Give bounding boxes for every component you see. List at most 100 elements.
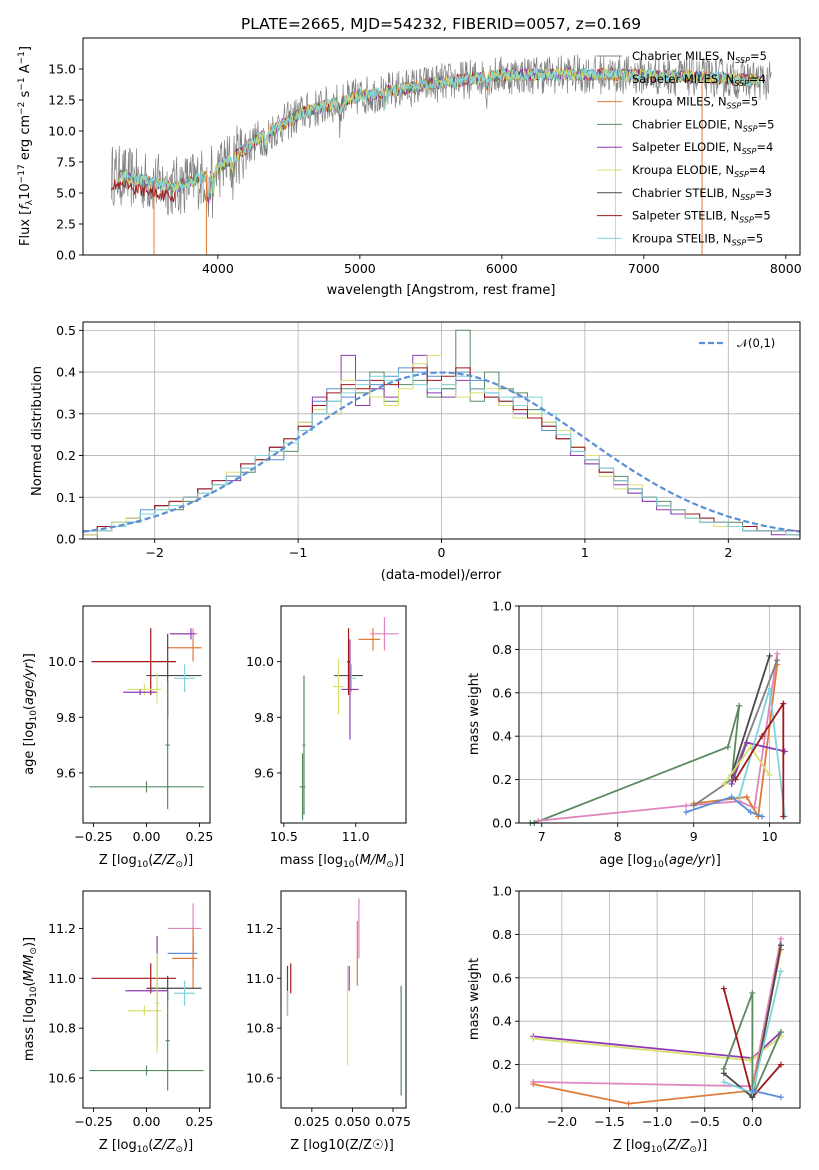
residual-legend: 𝒩(0,1) <box>699 336 775 350</box>
mass-vs-metallicity-ticks: −0.25 0.00 0.25 10.6 10.8 11.0 11.2 <box>48 921 213 1129</box>
weight-line <box>734 700 785 817</box>
x-tick-label: 8 <box>614 829 622 844</box>
mass-vs-extinction-xlabel: Z [log10(Z/Z☉)] <box>290 1138 394 1153</box>
y-tick-label: 0.8 <box>492 642 512 657</box>
x-tick-label: −1.0 <box>642 1114 672 1129</box>
y-tick-label: 7.5 <box>56 155 76 170</box>
spectrum-legend: Chabrier MILES, NSSP=5 Salpeter MILES, NS… <box>597 49 774 247</box>
spectrum-series <box>110 54 772 255</box>
age-vs-metallicity-ticks: −0.25 0.00 0.25 9.6 9.8 10.0 <box>48 654 213 844</box>
y-tick-label: 11.2 <box>246 921 274 936</box>
x-tick-label: 0.25 <box>185 829 213 844</box>
spectrum-panel: 4000 5000 6000 7000 8000 0.0 2.5 5.0 7.5 10.0 12.5… <box>17 37 802 298</box>
mass-ylabel: mass [log10(M/M⊙)] <box>22 937 39 1061</box>
mass-vs-extinction-points <box>286 898 402 1096</box>
weight-vs-metallicity-panel: −2.0 −1.5 −1.0 −0.5 0.0 0.0 0.2 0.4 0.6 0.8 1.0 Z … <box>467 884 801 1155</box>
y-tick-label: 0.4 <box>492 1014 512 1029</box>
x-tick-label: 0.075 <box>375 1114 411 1129</box>
legend-label: Salpeter MILES, NSSP=4 <box>632 72 766 88</box>
age-vs-metallicity-points <box>89 628 204 810</box>
mass-vs-extinction-panel: 0.025 0.050 0.075 10.6 10.8 11.0 11.2 Z [log10… <box>246 890 411 1153</box>
y-tick-label: 0.6 <box>492 685 512 700</box>
x-tick-label: 0.025 <box>294 1114 330 1129</box>
age-vs-mass-panel: 10.5 11.0 9.6 9.8 10.0 mass [log10(M/M⊙)] <box>246 605 407 870</box>
y-tick-label: 11.2 <box>48 921 76 936</box>
histogram-step <box>82 371 800 539</box>
x-tick-label: −1.5 <box>594 1114 624 1129</box>
y-tick-label: 11.0 <box>246 971 274 986</box>
y-tick-label: 0.1 <box>56 490 76 505</box>
weight-vs-metallicity-ylabel: mass weight <box>467 958 482 1040</box>
spectrum-model-line <box>118 67 761 198</box>
y-tick-label: 1.0 <box>492 884 512 899</box>
age-vs-mass-ticks: 10.5 11.0 9.6 9.8 10.0 <box>246 654 370 844</box>
y-tick-label: 0.0 <box>492 1101 512 1116</box>
y-tick-label: 0.2 <box>56 448 76 463</box>
mass-vs-extinction-ticks: 0.025 0.050 0.075 10.6 10.8 11.0 11.2 <box>246 921 411 1129</box>
y-tick-label: 10.8 <box>48 1021 76 1036</box>
mass-vs-metallicity-points <box>89 903 204 1091</box>
age-vs-mass-xlabel: mass [log10(M/M⊙)] <box>280 853 404 870</box>
y-tick-label: 0.4 <box>492 729 512 744</box>
x-tick-label: 10 <box>762 829 778 844</box>
y-tick-label: 10.8 <box>246 1021 274 1036</box>
y-tick-label: 0.6 <box>492 970 512 985</box>
y-tick-label: 0.2 <box>492 772 512 787</box>
y-tick-label: 0.4 <box>56 365 76 380</box>
residual-ylabel: Normed distribution <box>30 366 45 496</box>
figure-title: PLATE=2665, MJD=54232, FIBERID=0057, z=0… <box>241 15 641 33</box>
x-tick-label: 7 <box>538 829 546 844</box>
age-vs-metallicity-panel: −0.25 0.00 0.259.69.810.0 Z [log10(Z/Z⊙)] … <box>22 605 213 870</box>
mass-vs-metallicity-panel: −0.25 0.00 0.25 10.6 10.8 11.0 11.2 Z [log10(Z… <box>22 890 213 1155</box>
y-tick-label: 5.0 <box>56 186 76 201</box>
y-tick-label: 0.2 <box>492 1057 512 1072</box>
normal-legend-label: 𝒩(0,1) <box>737 336 775 350</box>
legend-label: Chabrier MILES, NSSP=5 <box>632 49 767 65</box>
y-tick-label: 0.0 <box>56 248 76 263</box>
x-tick-label: −2.0 <box>547 1114 577 1129</box>
weight-vs-age-panel: 7 8 9 10 0.0 0.2 0.4 0.6 0.8 1.0 age [log10(age/y… <box>467 599 801 870</box>
y-tick-label: 10.0 <box>48 654 76 669</box>
spectrum-ticks: 4000 5000 6000 7000 8000 0.0 2.5 5.0 7.5 10.0 12.5… <box>48 62 802 277</box>
x-tick-label: −1 <box>289 545 307 560</box>
mass-vs-metallicity-xlabel: Z [log10(Z/Z⊙)] <box>99 1138 193 1155</box>
weight-vs-age-xlabel: age [log10(age/yr)] <box>599 853 721 870</box>
x-tick-label: 8000 <box>770 261 802 276</box>
y-tick-label: 0.5 <box>56 323 76 338</box>
x-tick-label: 11.0 <box>342 829 370 844</box>
weight-vs-age-series <box>527 650 788 826</box>
spectrum-ylabel: Flux [fλ10−17 erg cm−2 s−1 A−1] <box>17 46 35 246</box>
x-tick-label: 0.050 <box>335 1114 371 1129</box>
x-tick-label: 9 <box>690 829 698 844</box>
legend-label: Chabrier STELIB, NSSP=3 <box>632 186 772 202</box>
y-tick-label: 1.0 <box>492 599 512 614</box>
weight-vs-age-ticks: 7 8 9 10 0.0 0.2 0.4 0.6 0.8 1.0 <box>492 599 778 845</box>
x-tick-label: 0.25 <box>185 1114 213 1129</box>
y-tick-label: 2.5 <box>56 217 76 232</box>
x-tick-label: 4000 <box>202 261 234 276</box>
x-tick-label: 5000 <box>344 261 376 276</box>
weight-vs-age-ylabel: mass weight <box>467 673 482 755</box>
x-tick-label: −0.5 <box>690 1114 720 1129</box>
spectrum-model-line <box>118 66 761 195</box>
x-tick-label: 0.00 <box>133 1114 161 1129</box>
weight-line <box>685 795 763 818</box>
weight-vs-metallicity-xlabel: Z [log10(Z/Z⊙)] <box>613 1138 707 1155</box>
x-tick-label: 1 <box>581 545 589 560</box>
residual-histograms <box>82 329 801 540</box>
y-tick-label: 0.0 <box>492 816 512 831</box>
x-tick-label: −0.25 <box>74 829 112 844</box>
weight-vs-metallicity-ticks: −2.0 −1.5 −1.0 −0.5 0.0 0.0 0.2 0.4 0.6 0.8 1.0 <box>492 884 762 1130</box>
x-tick-label: −2 <box>145 545 163 560</box>
x-tick-label: 10.5 <box>270 829 298 844</box>
x-tick-label: 0 <box>438 545 446 560</box>
y-tick-label: 9.6 <box>254 765 274 780</box>
x-tick-label: 7000 <box>628 261 660 276</box>
age-ylabel: age [log10(age/yr)] <box>22 653 39 775</box>
age-vs-mass-points <box>299 617 399 821</box>
y-tick-label: 9.6 <box>56 765 76 780</box>
y-tick-label: 0.0 <box>56 532 76 547</box>
y-tick-label: 0.8 <box>492 927 512 942</box>
y-tick-label: 12.5 <box>48 93 76 108</box>
